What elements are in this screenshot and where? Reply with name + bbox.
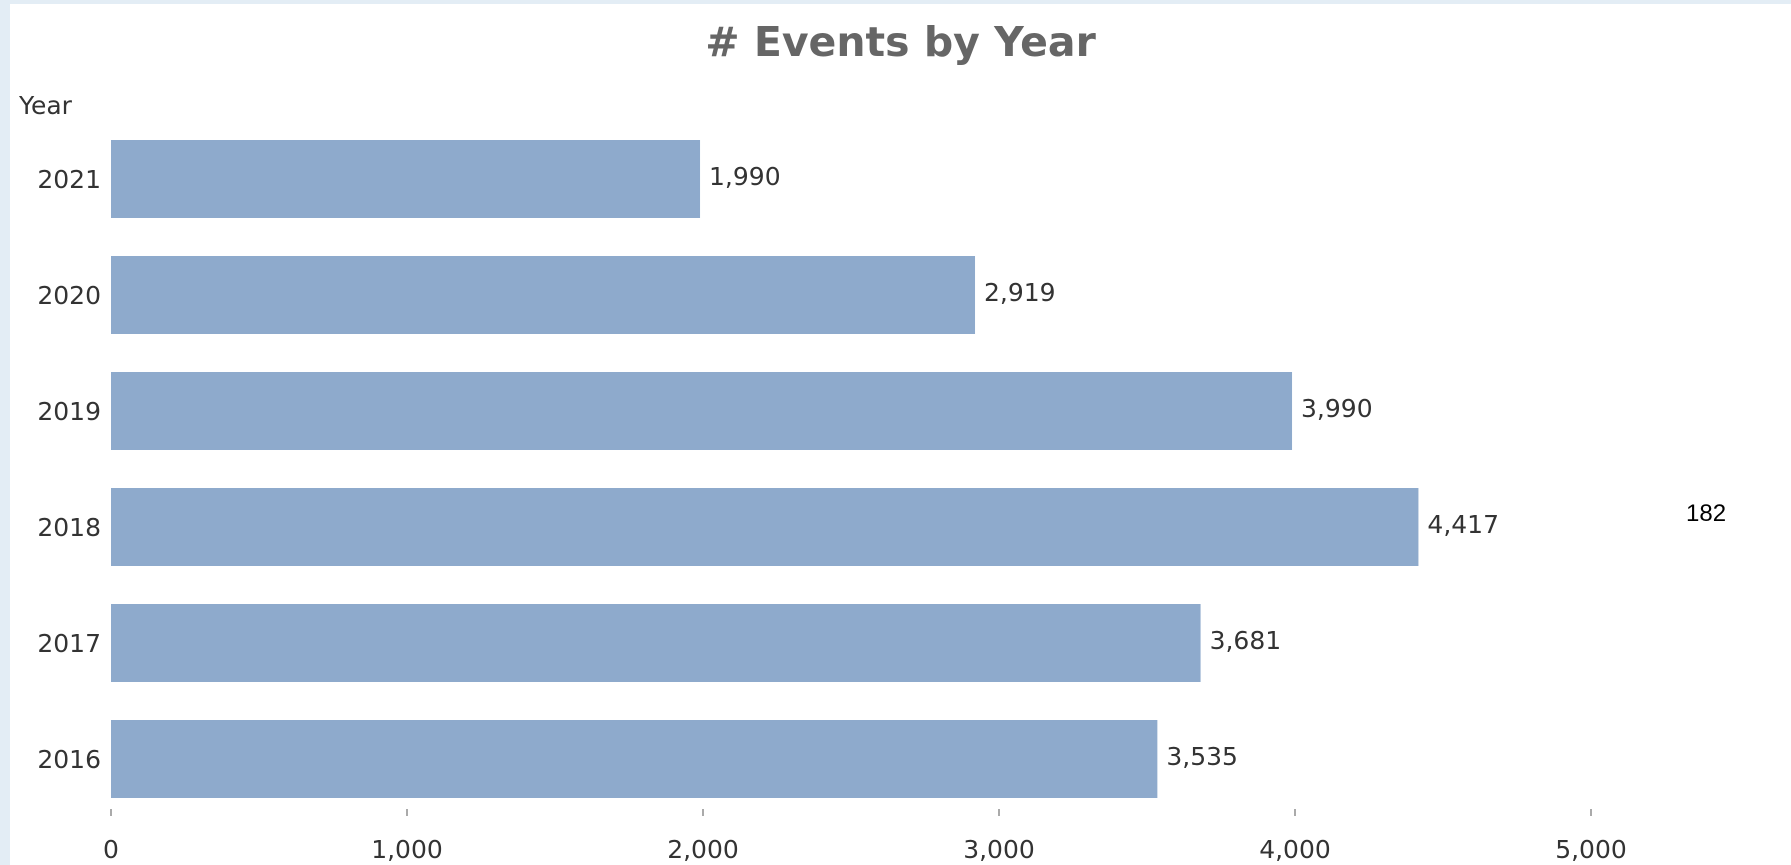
side-note: 182 xyxy=(1686,500,1727,527)
bar-2017 xyxy=(111,604,1201,682)
category-label-2021: 2021 xyxy=(37,165,101,194)
chart-frame: # Events by Year Year 2021 1,990 2020 2,919… xyxy=(10,4,1791,865)
value-label-2018: 4,417 xyxy=(1427,510,1499,539)
y-axis-label: Year xyxy=(18,91,73,120)
value-label-2019: 3,990 xyxy=(1301,394,1373,423)
bar-2016 xyxy=(111,720,1158,798)
x-tick-label-5000: 5,000 xyxy=(1555,835,1627,864)
category-label-2016: 2016 xyxy=(37,745,101,774)
category-label-2018: 2018 xyxy=(37,513,101,542)
bar-2019 xyxy=(111,372,1293,450)
value-label-2020: 2,919 xyxy=(984,278,1056,307)
chart-title: # Events by Year xyxy=(705,18,1096,66)
value-label-2017: 3,681 xyxy=(1210,626,1282,655)
bar-2020 xyxy=(111,256,976,334)
category-label-2020: 2020 xyxy=(37,281,101,310)
x-tick-label-2000: 2,000 xyxy=(667,835,739,864)
bar-2021 xyxy=(111,140,701,218)
bar-chart: Year 2021 1,990 2020 2,919 2019 3,990 2018 4,41… xyxy=(18,91,1627,864)
x-tick-label-3000: 3,000 xyxy=(963,835,1035,864)
category-label-2019: 2019 xyxy=(37,397,101,426)
bar-2018 xyxy=(111,488,1419,566)
x-axis-ticks: 0 1,000 2,000 3,000 4,000 5,000 xyxy=(103,809,1627,864)
x-tick-label-4000: 4,000 xyxy=(1259,835,1331,864)
x-tick-label-0: 0 xyxy=(103,835,119,864)
value-label-2021: 1,990 xyxy=(709,162,781,191)
value-label-2016: 3,535 xyxy=(1166,742,1238,771)
x-tick-label-1000: 1,000 xyxy=(371,835,443,864)
category-label-2017: 2017 xyxy=(37,629,101,658)
bars-group: 2021 1,990 2020 2,919 2019 3,990 2018 4,417 2017… xyxy=(37,140,1499,798)
